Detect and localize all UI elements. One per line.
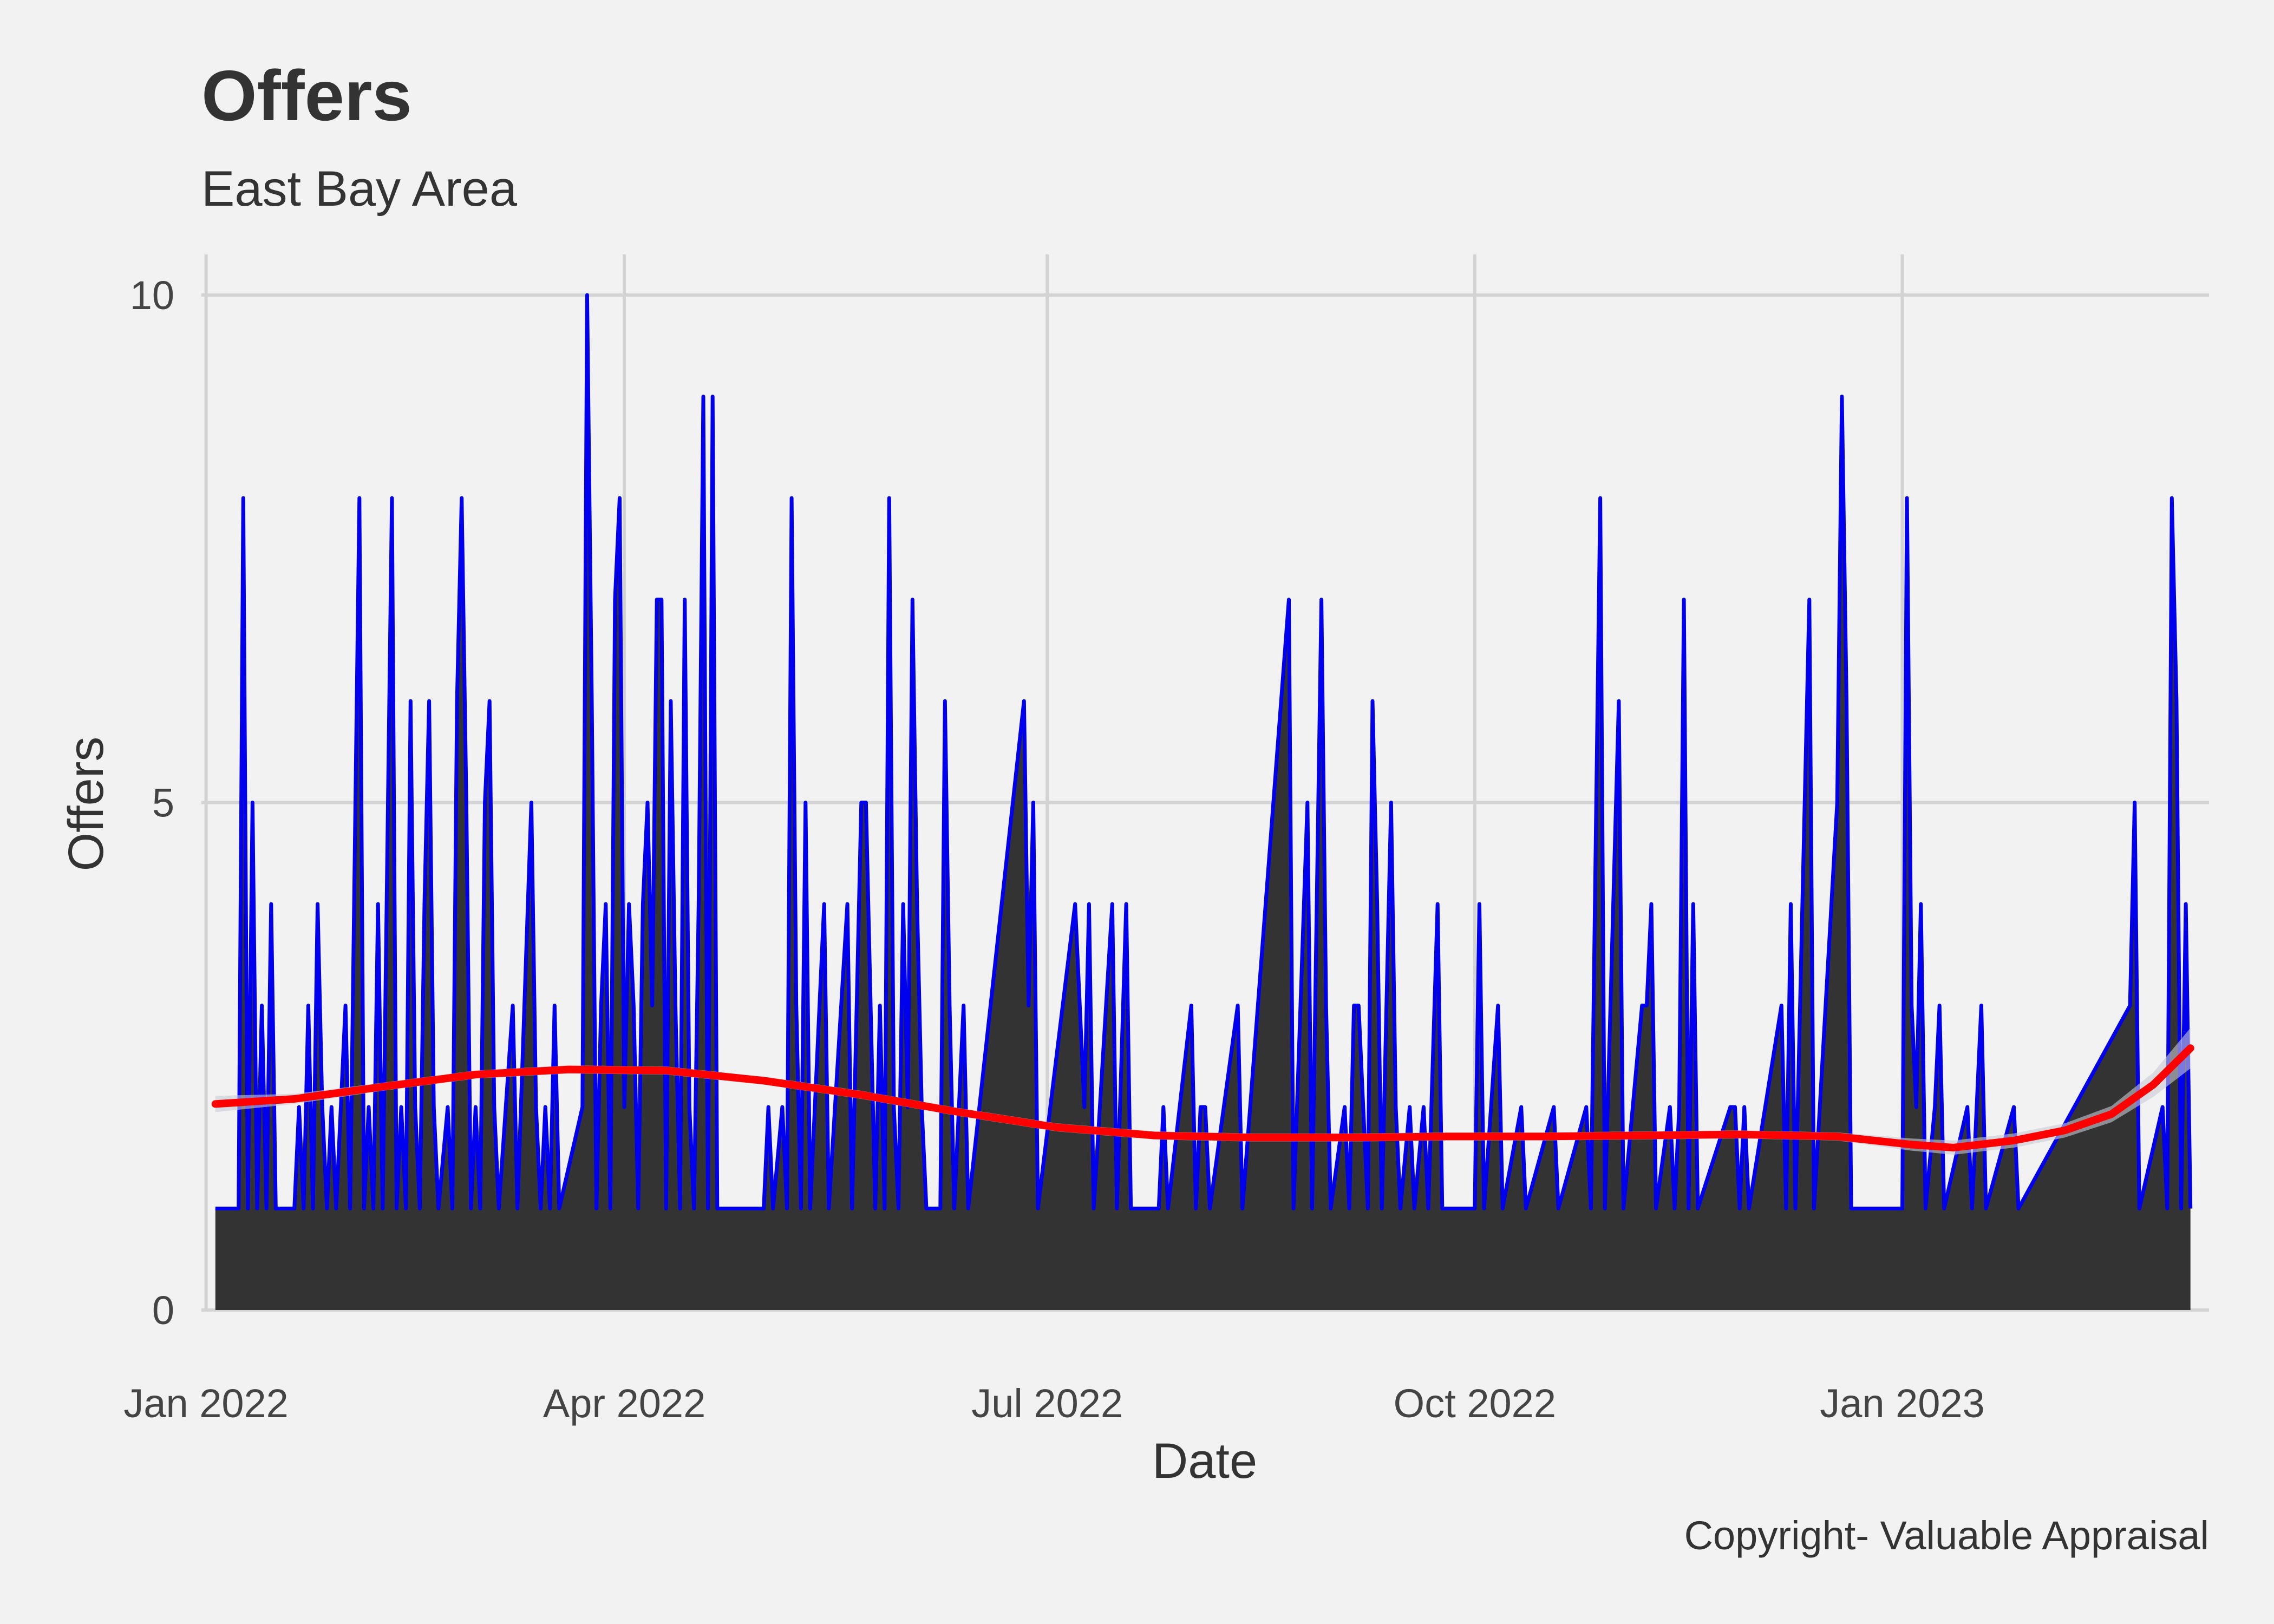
y-tick-label-0: 0 [152, 1288, 174, 1333]
y-axis-title: Offers [58, 737, 114, 872]
y-tick-label-2: 10 [130, 273, 174, 318]
x-tick-label-0: Jan 2022 [123, 1381, 289, 1426]
y-tick-label-1: 5 [152, 781, 174, 826]
smooth-trend-line [211, 1044, 2194, 1151]
x-axis-title: Date [1152, 1433, 1257, 1489]
x-tick-label-4: Jan 2023 [1820, 1381, 1985, 1426]
chart-caption: Copyright- Valuable Appraisal [1684, 1513, 2209, 1558]
chart-title: Offers [201, 56, 412, 135]
chart-subtitle: East Bay Area [201, 161, 518, 217]
x-tick-label-3: Oct 2022 [1394, 1381, 1556, 1426]
x-tick-label-1: Apr 2022 [543, 1381, 705, 1426]
y-axis-tick-labels: 0 5 10 [130, 273, 174, 1333]
offers-series-line [215, 293, 2193, 1210]
x-axis-tick-labels: Jan 2022 Apr 2022 Jul 2022 Oct 2022 Jan 2023 [123, 1381, 1984, 1426]
x-tick-label-2: Jul 2022 [971, 1381, 1123, 1426]
